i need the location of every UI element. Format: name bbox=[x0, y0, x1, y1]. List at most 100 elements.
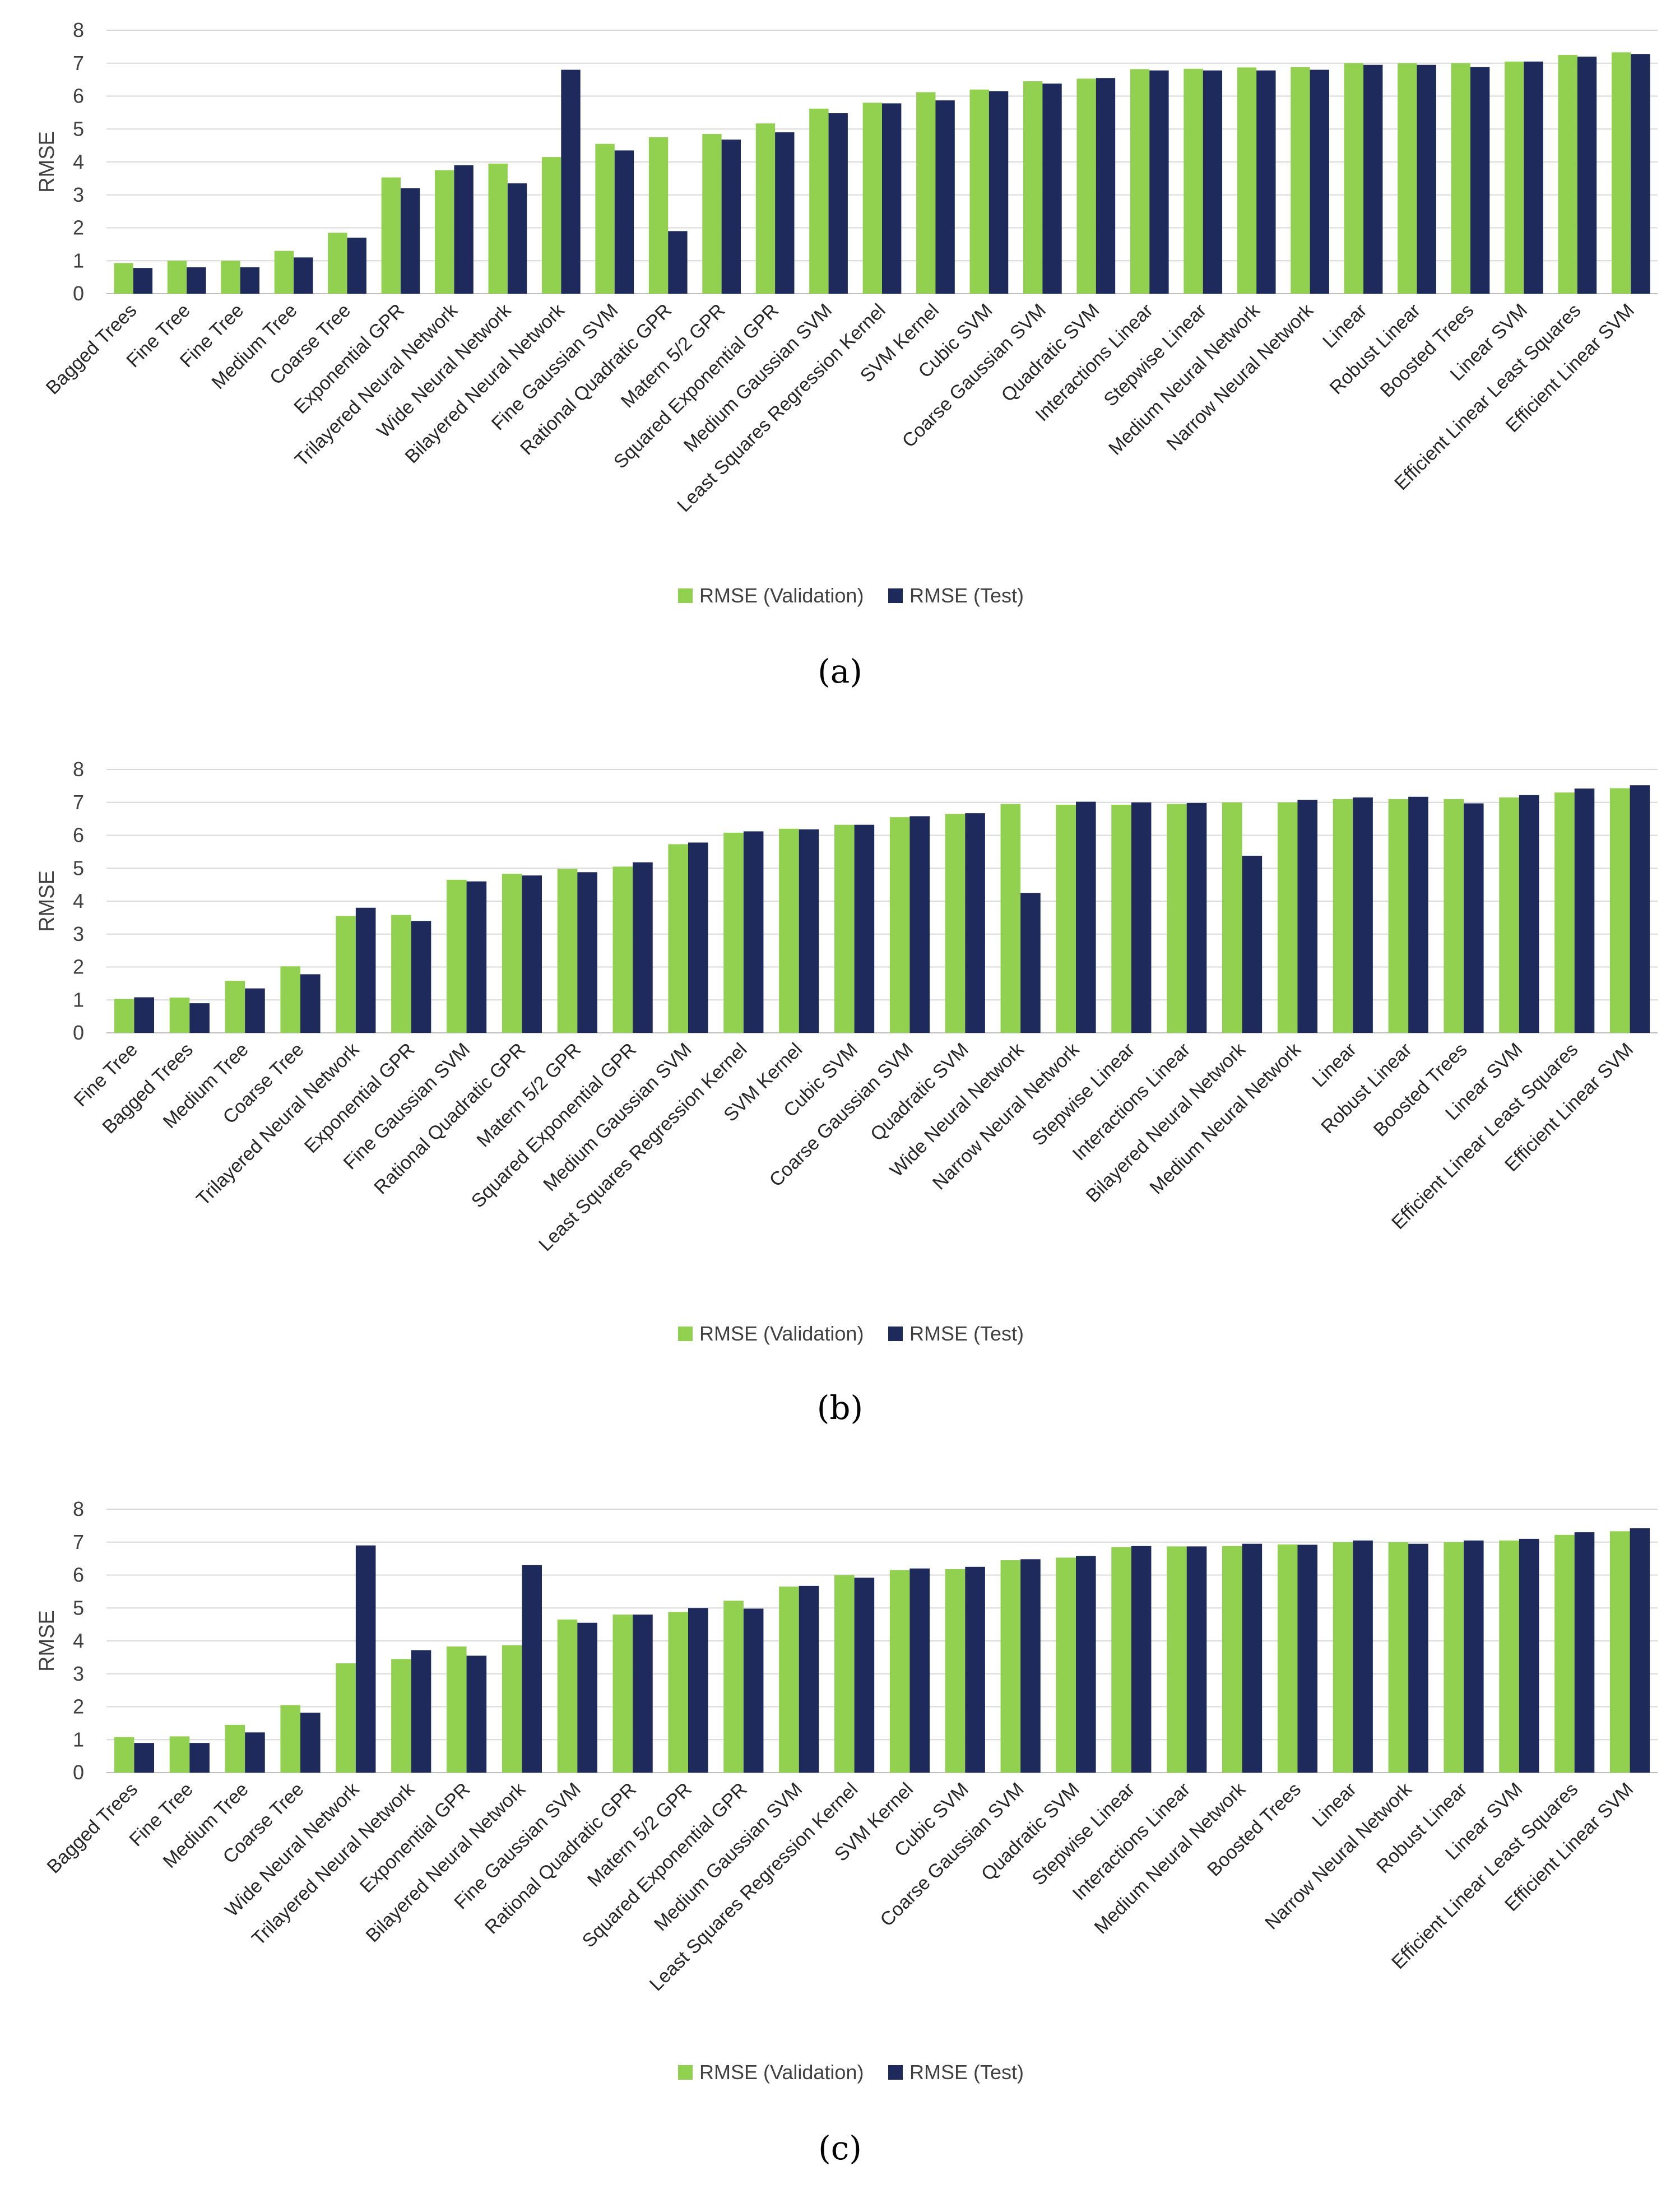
y-tick-label: 7 bbox=[73, 791, 84, 814]
y-tick-label: 0 bbox=[73, 282, 84, 305]
bar-validation bbox=[169, 998, 190, 1033]
y-tick-label: 8 bbox=[73, 1497, 84, 1520]
y-tick-label: 5 bbox=[73, 117, 84, 140]
bar-validation bbox=[225, 1724, 245, 1773]
bar-test bbox=[522, 875, 542, 1033]
y-tick-label: 6 bbox=[73, 85, 84, 108]
bar-validation bbox=[391, 915, 411, 1033]
y-tick-label: 5 bbox=[73, 856, 84, 879]
bar-test bbox=[355, 907, 376, 1033]
bar-test bbox=[1242, 1543, 1263, 1773]
bar-validation bbox=[502, 874, 522, 1033]
panel-caption: (c) bbox=[818, 2129, 862, 2167]
bar-test bbox=[668, 231, 688, 294]
y-tick-label: 2 bbox=[73, 956, 84, 978]
bar-test bbox=[1363, 64, 1383, 294]
y-tick-label: 3 bbox=[73, 1662, 84, 1685]
bar-test bbox=[411, 921, 431, 1033]
bar-validation bbox=[1398, 63, 1417, 294]
bar-validation bbox=[381, 177, 401, 294]
panel-caption: (b) bbox=[817, 1389, 863, 1427]
bar-test bbox=[1186, 1546, 1207, 1773]
bar-test bbox=[799, 1585, 819, 1773]
bar-validation bbox=[502, 1645, 522, 1773]
bar-test bbox=[1353, 797, 1373, 1033]
bar-validation bbox=[755, 123, 776, 294]
bar-test bbox=[965, 1566, 985, 1773]
bar-test bbox=[1149, 70, 1169, 294]
legend-swatch-validation bbox=[678, 588, 693, 603]
bar-validation bbox=[435, 170, 454, 294]
bar-validation bbox=[779, 828, 799, 1033]
y-tick-label: 5 bbox=[73, 1596, 84, 1619]
bar-test bbox=[935, 100, 955, 294]
bar-validation bbox=[1222, 802, 1242, 1033]
y-tick-label: 0 bbox=[73, 1021, 84, 1044]
bar-test bbox=[965, 813, 985, 1033]
bar-test bbox=[1242, 855, 1263, 1033]
bar-validation bbox=[541, 157, 561, 294]
bar-validation bbox=[1609, 788, 1630, 1033]
bar-test bbox=[133, 268, 153, 294]
bar-test bbox=[828, 113, 848, 294]
bar-validation bbox=[1291, 67, 1310, 294]
bar-test bbox=[633, 1615, 653, 1773]
y-axis-label: RMSE bbox=[35, 1610, 59, 1672]
legend-label-test: RMSE (Test) bbox=[909, 584, 1024, 607]
bar-test bbox=[1574, 1532, 1595, 1773]
bar-test bbox=[466, 881, 487, 1033]
bar-test bbox=[1076, 1556, 1096, 1773]
bar-test bbox=[1020, 893, 1041, 1033]
bar-validation bbox=[114, 1737, 134, 1773]
bar-validation bbox=[167, 261, 187, 294]
bar-validation bbox=[969, 89, 989, 294]
bar-validation bbox=[1056, 1557, 1076, 1773]
bar-validation bbox=[595, 143, 615, 294]
bar-test bbox=[1464, 803, 1484, 1033]
y-tick-label: 1 bbox=[73, 1728, 84, 1751]
bar-validation bbox=[280, 1705, 300, 1773]
bar-validation bbox=[557, 1619, 578, 1773]
bar-test bbox=[1076, 801, 1096, 1033]
bar-test bbox=[799, 829, 819, 1033]
bar-validation bbox=[889, 1570, 910, 1773]
bar-test bbox=[577, 872, 597, 1033]
bar-validation bbox=[834, 824, 855, 1033]
bar-test bbox=[507, 183, 527, 294]
y-axis-label: RMSE bbox=[35, 870, 59, 932]
bar-test bbox=[245, 988, 265, 1033]
bar-validation bbox=[1554, 792, 1575, 1033]
legend-swatch-validation bbox=[678, 1327, 693, 1341]
bar-validation bbox=[668, 844, 688, 1033]
bar-validation bbox=[488, 163, 508, 294]
bar-validation bbox=[391, 1659, 411, 1773]
y-tick-label: 3 bbox=[73, 183, 84, 206]
bar-validation bbox=[1000, 804, 1021, 1033]
bar-test bbox=[1519, 795, 1539, 1033]
bar-test bbox=[187, 267, 206, 294]
bar-validation bbox=[1499, 797, 1519, 1033]
bar-test bbox=[1353, 1540, 1373, 1773]
bar-validation bbox=[1111, 804, 1131, 1033]
legend-swatch-test bbox=[888, 1327, 903, 1341]
bar-test bbox=[522, 1565, 542, 1773]
bar-validation bbox=[446, 879, 467, 1033]
bar-validation bbox=[916, 92, 936, 294]
bar-validation bbox=[779, 1587, 799, 1773]
bar-validation bbox=[723, 832, 744, 1033]
legend-swatch-test bbox=[888, 2065, 903, 2080]
bar-test bbox=[1131, 1546, 1152, 1773]
bar-test bbox=[189, 1003, 210, 1033]
bar-validation bbox=[1344, 63, 1364, 294]
bar-test bbox=[633, 862, 653, 1033]
bar-validation bbox=[1130, 69, 1150, 294]
bar-test bbox=[688, 842, 708, 1033]
y-tick-label: 4 bbox=[73, 889, 84, 912]
bar-validation bbox=[1076, 78, 1096, 294]
bar-test bbox=[614, 150, 634, 294]
bar-validation bbox=[702, 134, 722, 294]
bar-test bbox=[1096, 78, 1116, 294]
bar-test bbox=[909, 1568, 930, 1773]
bar-test bbox=[347, 238, 366, 294]
bar-test bbox=[1297, 800, 1318, 1033]
